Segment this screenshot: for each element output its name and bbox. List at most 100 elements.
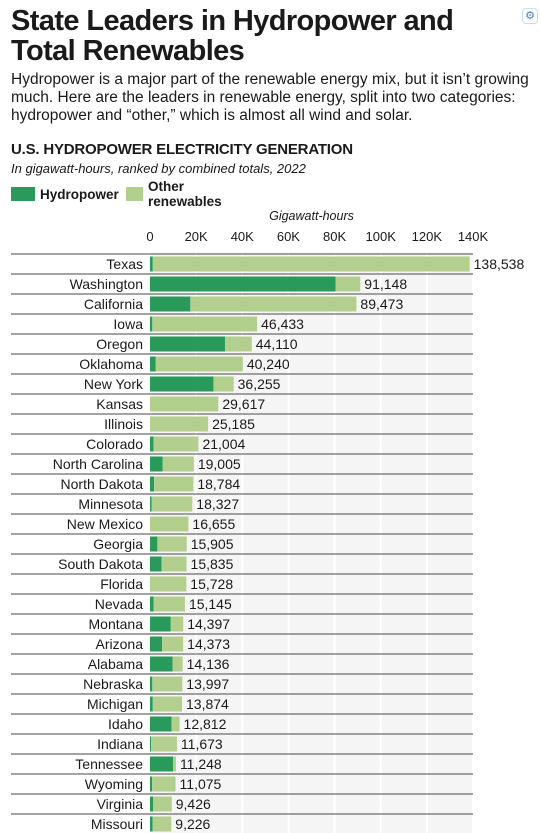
bar-hydropower [150, 696, 153, 712]
category-label: Michigan [87, 696, 143, 712]
bar-hydropower [150, 796, 153, 812]
bar-other-renewables [150, 516, 189, 532]
bar-other-renewables [152, 256, 470, 272]
total-value-label: 9,426 [176, 796, 211, 812]
total-value-label: 138,538 [474, 256, 525, 272]
category-label: South Dakota [58, 556, 143, 572]
bar-other-renewables [170, 616, 184, 632]
bar-hydropower [150, 816, 153, 832]
bar-other-renewables [152, 796, 172, 812]
x-tick-label: 0 [146, 229, 153, 244]
x-tick-label: 140K [458, 229, 489, 244]
chart-heading: U.S. HYDROPOWER ELECTRICITY GENERATION [11, 141, 353, 158]
x-tick-label: 60K [277, 229, 300, 244]
bar-hydropower [150, 676, 153, 692]
category-label: Indiana [97, 736, 143, 752]
category-label: Illinois [104, 416, 143, 432]
bar-hydropower [150, 376, 214, 392]
category-label: California [84, 296, 143, 312]
bar-hydropower [150, 656, 173, 672]
category-label: North Dakota [61, 476, 144, 492]
bar-hydropower [150, 276, 336, 292]
settings-icon[interactable]: ⚙ [522, 8, 538, 24]
bar-hydropower [150, 536, 158, 552]
bar-other-renewables [171, 716, 180, 732]
total-value-label: 12,812 [184, 716, 227, 732]
category-label: Iowa [113, 316, 143, 332]
bar-hydropower [150, 756, 174, 772]
category-label: Colorado [86, 436, 143, 452]
bar-hydropower [150, 496, 152, 512]
bar-other-renewables [152, 776, 176, 792]
category-label: Idaho [108, 716, 143, 732]
bar-hydropower [150, 616, 171, 632]
total-value-label: 13,997 [186, 676, 229, 692]
total-value-label: 19,005 [198, 456, 241, 472]
category-label: New Mexico [67, 516, 143, 532]
category-label: Alabama [88, 656, 143, 672]
bar-hydropower [150, 736, 152, 752]
total-value-label: 14,397 [187, 616, 230, 632]
category-label: Oklahoma [79, 356, 143, 372]
total-value-label: 18,784 [197, 476, 240, 492]
x-tick-label: 40K [231, 229, 254, 244]
total-value-label: 29,617 [222, 396, 265, 412]
x-tick-label: 120K [412, 229, 443, 244]
legend-item-other-renewables: Other renewables [126, 179, 229, 209]
bar-other-renewables [152, 696, 183, 712]
chart-subheading: In gigawatt-hours, ranked by combined to… [11, 161, 306, 176]
x-tick-label: 100K [366, 229, 397, 244]
bar-hydropower [150, 336, 225, 352]
total-value-label: 89,473 [360, 296, 403, 312]
total-value-label: 13,874 [186, 696, 229, 712]
category-label: Tennessee [75, 756, 143, 772]
legend-label-other-renewables: Other renewables [148, 179, 222, 209]
legend-swatch-hydropower [11, 187, 35, 201]
total-value-label: 15,835 [191, 556, 234, 572]
category-label: Georgia [93, 536, 143, 552]
stacked-bar-chart: Gigawatt-hours 0 20K 40K 60K 80K 100K 120K 140K… [11, 209, 525, 833]
bar-hydropower [150, 716, 172, 732]
total-value-label: 44,110 [256, 336, 298, 352]
bar-other-renewables [150, 396, 219, 412]
bar-other-renewables [213, 376, 234, 392]
bar-hydropower [150, 776, 153, 792]
bar-other-renewables [157, 536, 187, 552]
bar-hydropower [150, 436, 154, 452]
category-label: Montana [89, 616, 144, 632]
bar-hydropower [150, 476, 155, 492]
bar-other-renewables [173, 756, 176, 772]
bar-other-renewables [152, 316, 258, 332]
bar-other-renewables [151, 496, 193, 512]
category-label: Nevada [95, 596, 143, 612]
legend-label-hydropower: Hydropower [40, 186, 119, 202]
bar-other-renewables [335, 276, 361, 292]
total-value-label: 11,075 [180, 776, 222, 792]
total-value-label: 25,185 [212, 416, 255, 432]
bar-hydropower [150, 256, 153, 272]
legend-item-hydropower: Hydropower [11, 186, 119, 202]
total-value-label: 91,148 [364, 276, 407, 292]
total-value-label: 36,255 [238, 376, 281, 392]
total-value-label: 11,673 [181, 736, 223, 752]
total-value-label: 14,373 [187, 636, 230, 652]
bar-other-renewables [150, 416, 209, 432]
total-value-label: 14,136 [187, 656, 230, 672]
page-subtitle: Hydropower is a major part of the renewa… [11, 71, 529, 124]
total-value-label: 15,728 [190, 576, 233, 592]
category-label: Missouri [91, 816, 143, 832]
category-label: Wyoming [85, 776, 143, 792]
bar-other-renewables [172, 656, 183, 672]
category-label: Texas [106, 256, 143, 272]
bar-other-renewables [224, 336, 252, 352]
total-value-label: 16,655 [192, 516, 235, 532]
category-label: New York [84, 376, 144, 392]
bar-other-renewables [161, 556, 187, 572]
page-title: State Leaders in Hydropower and Total Re… [11, 5, 454, 67]
bar-other-renewables [154, 476, 194, 492]
bar-hydropower [150, 356, 156, 372]
bar-hydropower [150, 316, 153, 332]
total-value-label: 11,248 [180, 756, 222, 772]
bar-hydropower [150, 636, 162, 652]
total-value-label: 15,145 [189, 596, 232, 612]
